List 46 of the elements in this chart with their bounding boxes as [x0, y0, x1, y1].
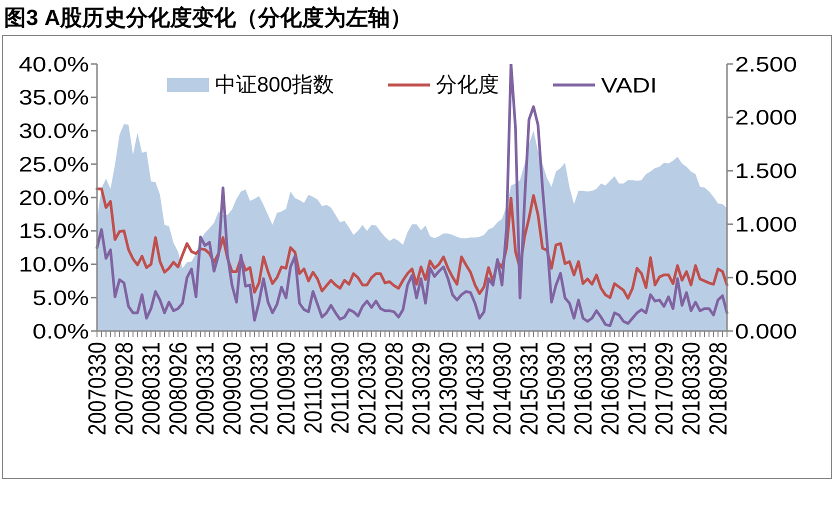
xtick-label: 20110930: [326, 342, 354, 434]
ytick-label: 35.0%: [18, 86, 89, 110]
xtick-label: 20150930: [542, 342, 570, 436]
legend-item: 中证800指数: [167, 74, 334, 96]
xtick-label: 20140930: [488, 342, 516, 436]
ytick-label: 40.0%: [18, 52, 89, 76]
xtick-label: 20100930: [272, 342, 300, 436]
xtick-label: 20070330: [82, 342, 112, 436]
legend-item: 分化度: [388, 74, 500, 96]
xtick-label: 20100331: [244, 342, 274, 436]
xtick-label: 20080926: [164, 342, 192, 436]
ytick-label: 0.0%: [32, 319, 89, 343]
xtick-label: 20180330: [676, 342, 706, 436]
xtick-label: 20120330: [352, 342, 382, 436]
xtick-label: 20070928: [110, 342, 138, 436]
xtick-label: 20130329: [406, 342, 436, 436]
xtick-label: 20150331: [514, 342, 544, 436]
y2tick-label: 0.000: [735, 319, 797, 343]
xtick-label: 20180928: [704, 342, 732, 436]
legend-label: VADI: [601, 73, 658, 97]
title: 图3 A股历史分化度变化（分化度为左轴）: [4, 5, 412, 30]
xtick-label: 20090930: [218, 342, 246, 436]
legend-label: 分化度: [436, 74, 500, 96]
y2tick-label: 1.000: [735, 212, 797, 236]
xtick-label: 20090331: [190, 342, 220, 436]
xtick-label: 20110331: [298, 342, 328, 434]
y2tick-label: 2.000: [735, 106, 797, 130]
xtick-label: 20170331: [622, 342, 652, 436]
xtick-label: 20170929: [650, 342, 678, 436]
ytick-label: 20.0%: [18, 186, 89, 210]
xtick-label: 20160331: [568, 342, 598, 436]
xtick-label: 20120928: [380, 342, 408, 436]
legend-label: 中证800指数: [214, 74, 334, 96]
xtick-label: 20140331: [460, 342, 490, 436]
xtick-label: 20130930: [434, 342, 462, 436]
ytick-label: 15.0%: [18, 219, 89, 243]
y2tick-label: 0.500: [735, 266, 797, 290]
ytick-label: 5.0%: [32, 286, 89, 310]
ytick-label: 10.0%: [18, 252, 89, 276]
xtick-label: 20080331: [136, 342, 166, 436]
y2tick-label: 2.500: [735, 52, 797, 76]
y2tick-label: 1.500: [735, 158, 797, 183]
legend-item: VADI: [553, 73, 657, 97]
xtick-label: 20160930: [596, 342, 624, 436]
ytick-label: 25.0%: [18, 152, 89, 176]
ytick-label: 30.0%: [18, 118, 89, 143]
